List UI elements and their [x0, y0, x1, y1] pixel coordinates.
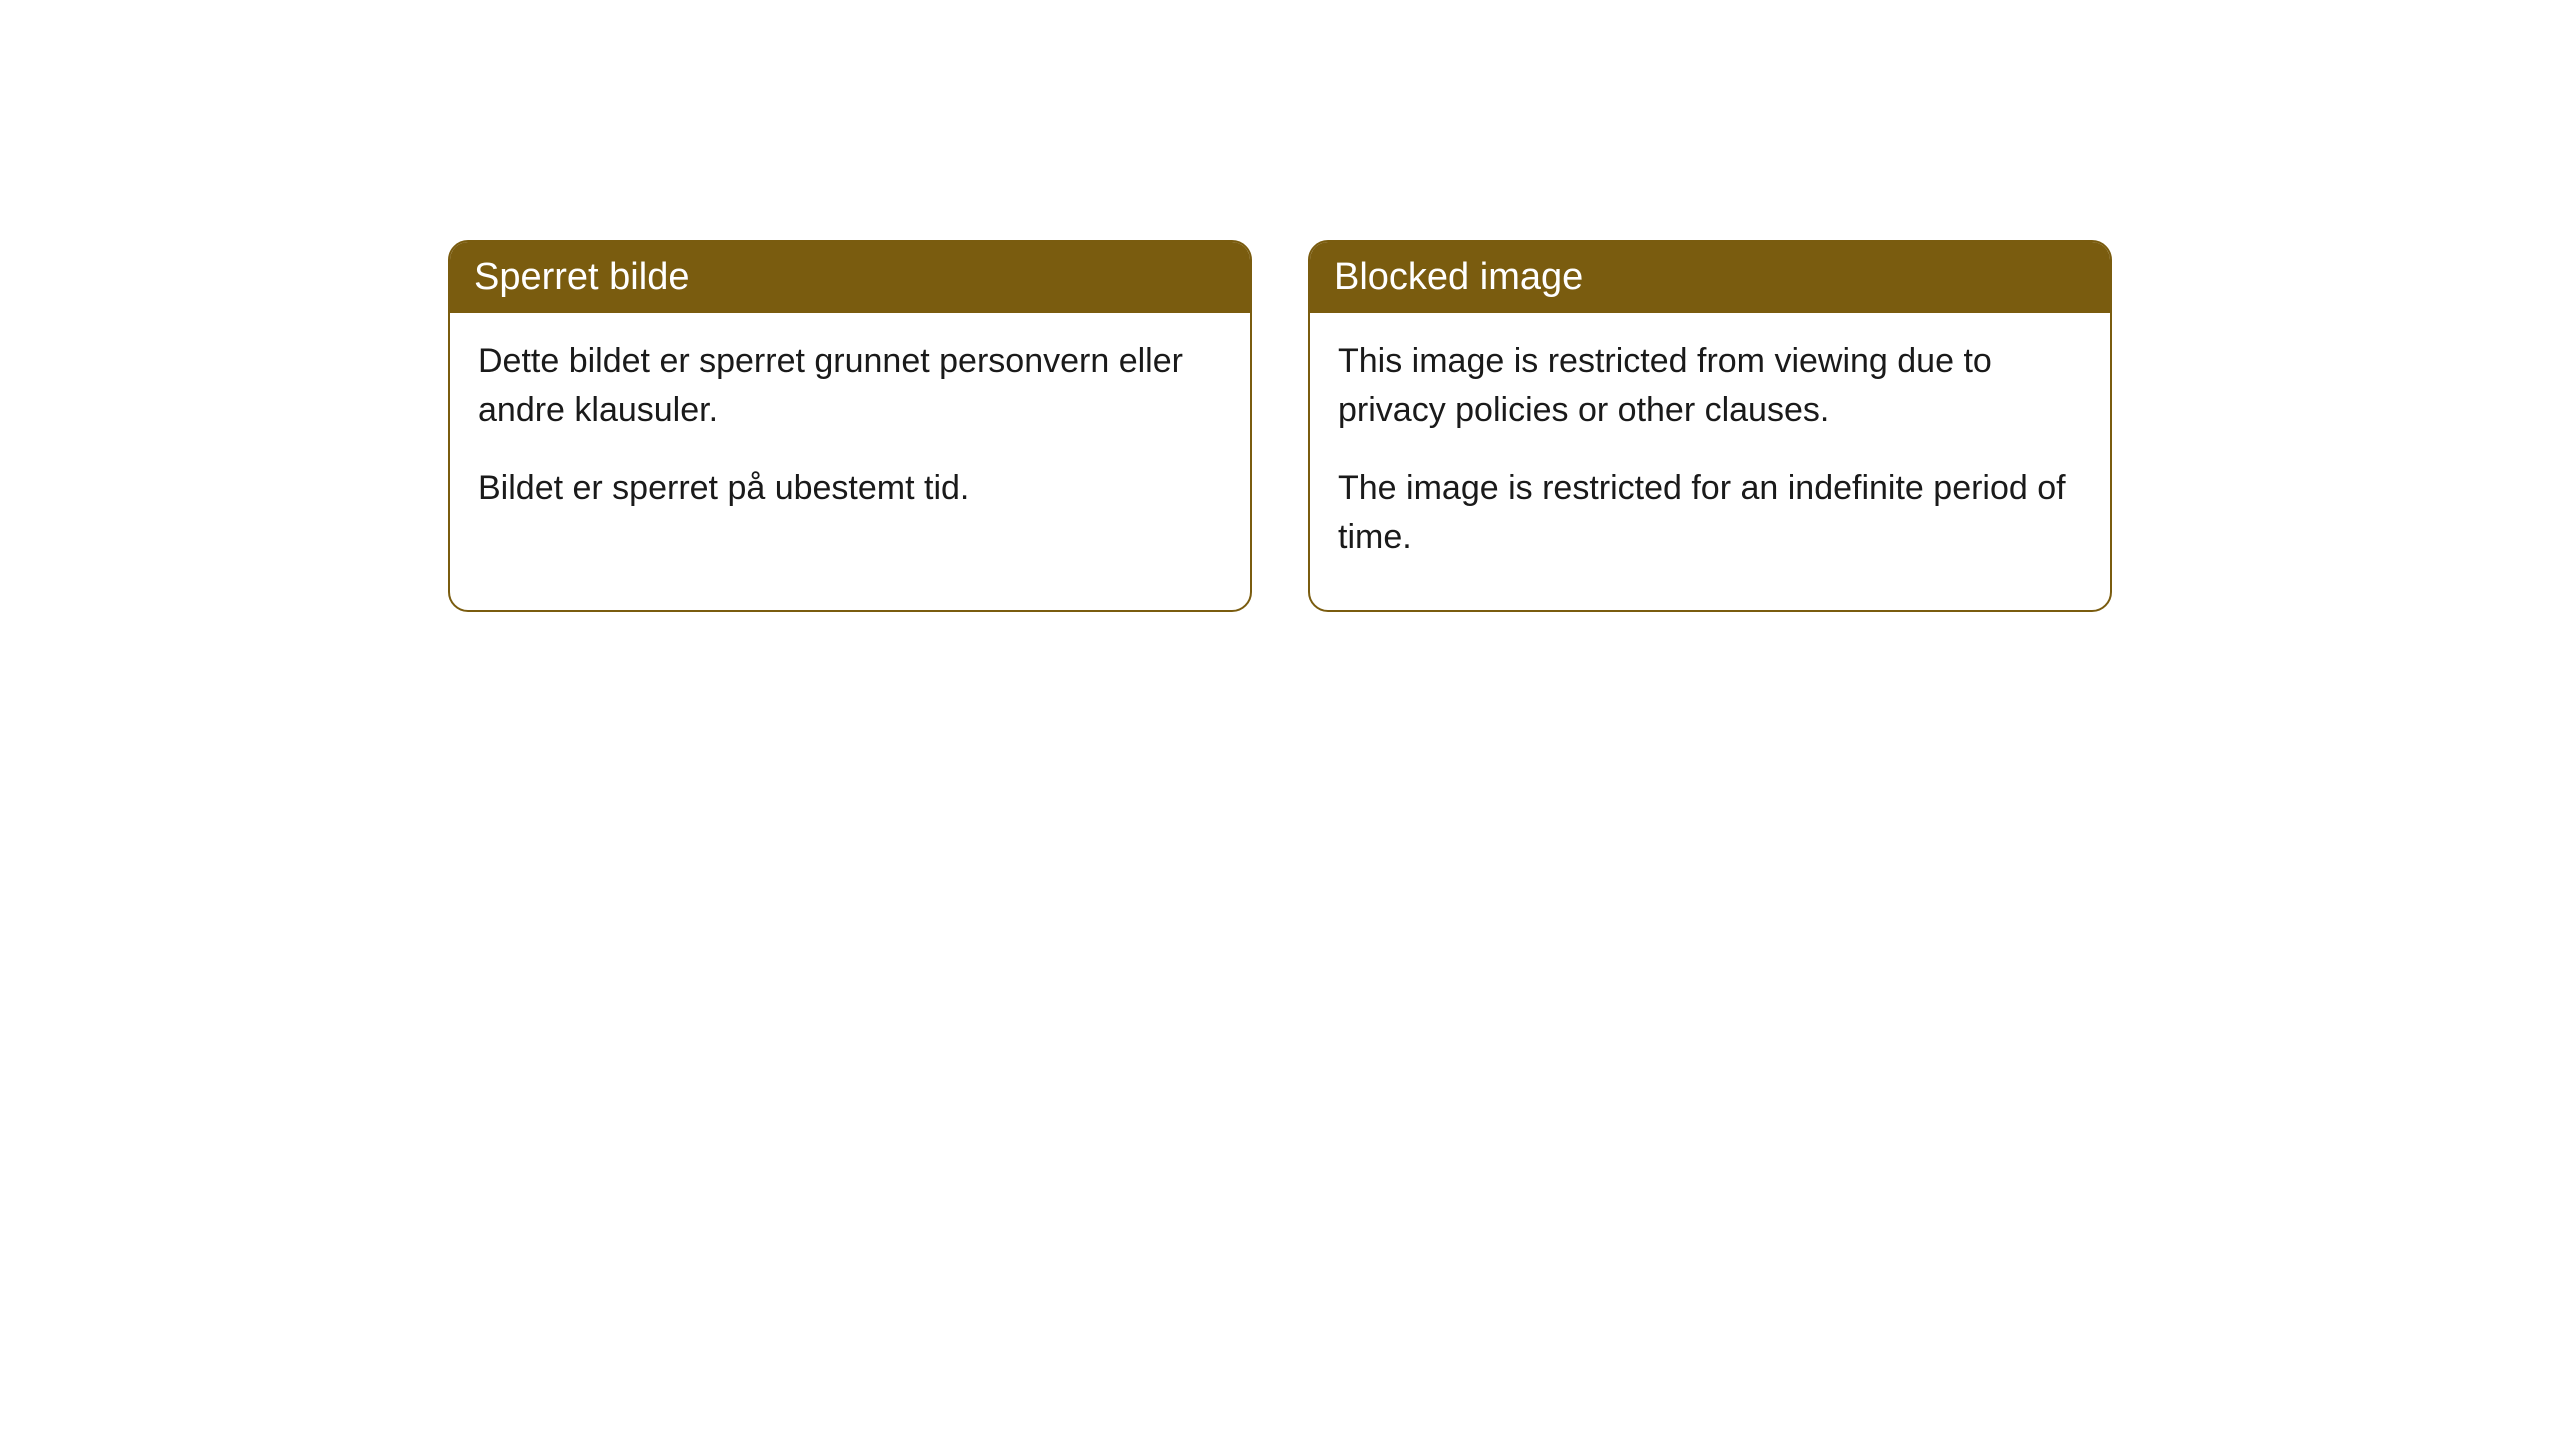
card-title: Sperret bilde — [474, 256, 689, 298]
cards-container: Sperret bilde Dette bildet er sperret gr… — [448, 240, 2112, 612]
card-header: Sperret bilde — [450, 242, 1250, 313]
card-paragraph: Dette bildet er sperret grunnet personve… — [478, 337, 1222, 436]
card-paragraph: The image is restricted for an indefinit… — [1338, 464, 2082, 563]
card-body: This image is restricted from viewing du… — [1310, 313, 2110, 610]
card-paragraph: This image is restricted from viewing du… — [1338, 337, 2082, 436]
card-body: Dette bildet er sperret grunnet personve… — [450, 313, 1250, 561]
card-paragraph: Bildet er sperret på ubestemt tid. — [478, 464, 1222, 513]
card-header: Blocked image — [1310, 242, 2110, 313]
card-english: Blocked image This image is restricted f… — [1308, 240, 2112, 612]
card-title: Blocked image — [1334, 256, 1583, 298]
card-norwegian: Sperret bilde Dette bildet er sperret gr… — [448, 240, 1252, 612]
